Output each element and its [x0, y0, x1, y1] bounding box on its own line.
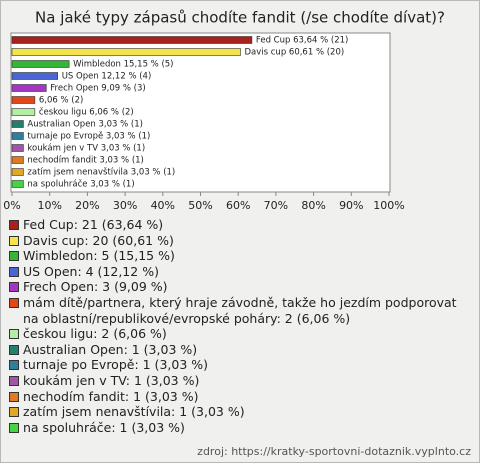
data-label: českou ligu 6,06 % (2): [39, 107, 134, 118]
bar: [11, 120, 24, 128]
legend-label: českou ligu: 2 (6,06 %): [23, 326, 167, 342]
legend-swatch: [9, 407, 19, 418]
plot-area: [10, 32, 391, 193]
legend-label: nechodím fandit: 1 (3,03 %): [23, 388, 199, 404]
legend-swatch: [9, 360, 19, 371]
legend-label: koukám jen v TV: 1 (3,03 %): [23, 372, 200, 388]
data-label: Frech Open 9,09 % (3): [50, 84, 145, 94]
legend-label: Wimbledon: 5 (15,15 %): [23, 248, 175, 264]
data-label: Davis cup 60,61 % (20): [244, 48, 344, 58]
legend-item: Australian Open: 1 (3,03 %): [9, 342, 471, 358]
legend-swatch: [9, 220, 19, 230]
legend: Fed Cup: 21 (63,64 %) Davis cup: 20 (60,6…: [9, 217, 471, 435]
legend-item: US Open: 4 (12,12 %): [9, 264, 471, 280]
data-label: turnaje po Evropě 3,03 % (1): [27, 132, 150, 142]
chart-title: Na jaké typy zápasů chodíte fandit (/se …: [35, 9, 445, 27]
bar: [11, 48, 241, 56]
legend-label: US Open: 4 (12,12 %): [23, 263, 159, 279]
x-tick-label: 50%: [188, 199, 212, 212]
data-label: 6,06 % (2): [39, 96, 83, 106]
legend-swatch: [9, 422, 19, 433]
legend-swatch: [9, 251, 19, 262]
legend-item: Wimbledon: 5 (15,15 %): [9, 248, 471, 264]
legend-item: na spoluhráče: 1 (3,03 %): [9, 420, 471, 436]
legend-item: Davis cup: 20 (60,61 %): [9, 233, 471, 249]
legend-label: turnaje po Evropě: 1 (3,03 %): [23, 357, 208, 373]
data-label: Wimbledon 15,15 % (5): [73, 60, 173, 70]
legend-item: nechodím fandit: 1 (3,03 %): [9, 389, 471, 405]
bar: [11, 168, 24, 176]
data-label: nechodím fandit 3,03 % (1): [27, 156, 143, 166]
data-label: zatím jsem nenavštívila 3,03 % (1): [27, 167, 175, 178]
data-label: Fed Cup 63,64 % (21): [256, 36, 348, 46]
legend-swatch: [9, 297, 19, 308]
x-tick-label: 30%: [113, 199, 137, 212]
legend-item: turnaje po Evropě: 1 (3,03 %): [9, 357, 471, 373]
legend-label: na spoluhráče: 1 (3,03 %): [23, 419, 185, 435]
bar: [11, 36, 253, 44]
legend-swatch: [9, 344, 19, 355]
legend-swatch: [9, 391, 19, 402]
data-label: Australian Open 3,03 % (1): [27, 120, 143, 130]
x-tick-label: 10%: [37, 199, 61, 212]
bar: [11, 156, 24, 164]
legend-swatch: [9, 235, 19, 246]
legend-swatch: [9, 375, 19, 386]
legend-swatch: [9, 329, 19, 340]
x-tick-label: 90%: [339, 199, 363, 212]
bar: [11, 180, 24, 188]
legend-swatch: [9, 266, 19, 277]
legend-item: Frech Open: 3 (9,09 %): [9, 279, 471, 295]
legend-label: Australian Open: 1 (3,03 %): [23, 341, 198, 357]
bar: [11, 60, 70, 68]
bar: [11, 132, 24, 140]
data-label: US Open 12,12 % (4): [62, 72, 152, 82]
bar: [11, 84, 47, 92]
legend-item: zatím jsem nenavštívila: 1 (3,03 %): [9, 404, 471, 420]
bar: [11, 72, 58, 80]
x-tick-label: 70%: [264, 199, 288, 212]
legend-label: mám dítě/partnera, který hraje závodně, …: [23, 294, 457, 326]
legend-item: českou ligu: 2 (6,06 %): [9, 326, 471, 342]
data-label: koukám jen v TV 3,03 % (1): [27, 144, 145, 154]
chart: Na jaké typy zápasů chodíte fandit (/se …: [3, 9, 445, 213]
source: zdroj: https://kratky-sportovni-dotaznik…: [197, 445, 471, 458]
x-tick-label: 80%: [301, 199, 325, 212]
legend-item: Fed Cup: 21 (63,64 %): [9, 217, 471, 233]
bar: [11, 108, 36, 116]
bar: [11, 96, 36, 104]
bar: [11, 144, 24, 152]
x-tick-label: 0%: [3, 199, 20, 212]
legend-label: Frech Open: 3 (9,09 %): [23, 279, 168, 295]
data-label: na spoluhráče 3,03 % (1): [27, 179, 134, 190]
legend-label: Davis cup: 20 (60,61 %): [23, 232, 174, 248]
legend-item: mám dítě/partnera, který hraje závodně, …: [9, 295, 471, 326]
x-tick-label: 20%: [75, 199, 99, 212]
legend-swatch: [9, 282, 19, 293]
x-tick-label: 40%: [151, 199, 175, 212]
legend-label: Fed Cup: 21 (63,64 %): [23, 217, 164, 232]
x-tick-label: 100%: [373, 199, 404, 212]
legend-label: zatím jsem nenavštívila: 1 (3,03 %): [23, 404, 245, 420]
legend-item: koukám jen v TV: 1 (3,03 %): [9, 373, 471, 389]
x-tick-label: 60%: [226, 199, 250, 212]
